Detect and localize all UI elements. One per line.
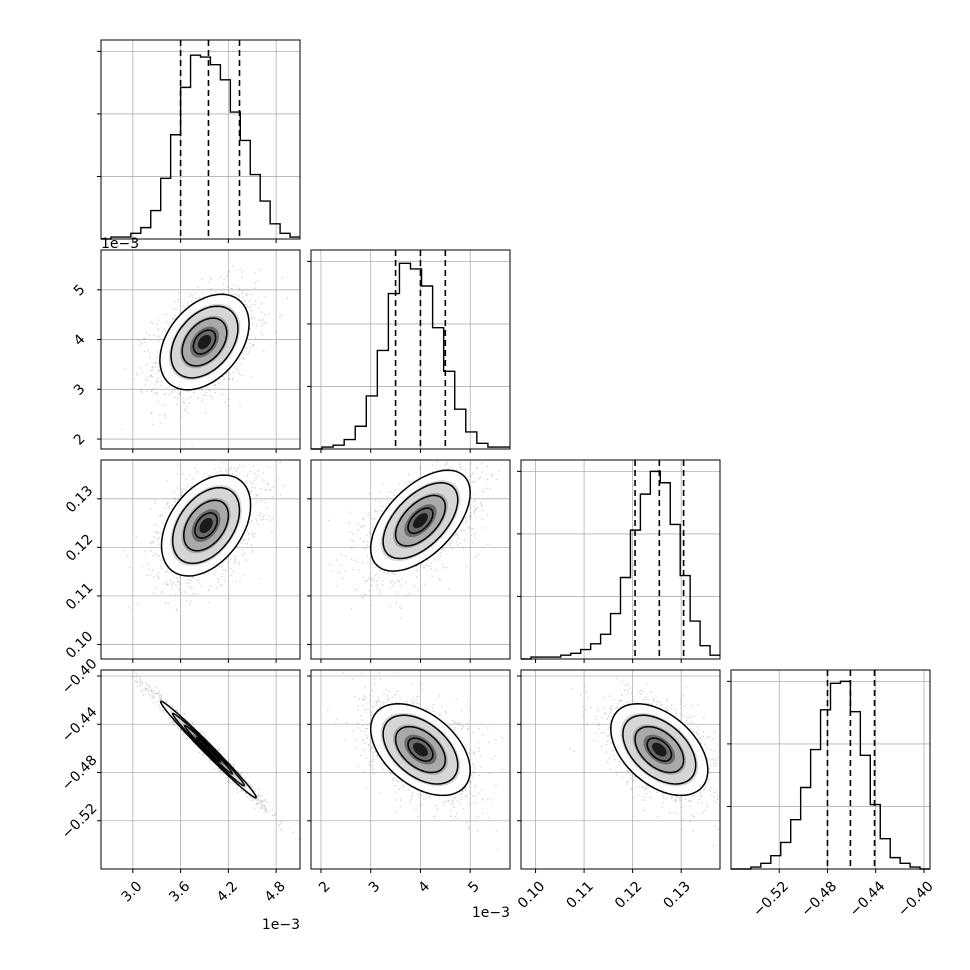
contour-line-1: [622, 714, 697, 785]
x-tick-label: 5: [465, 878, 483, 896]
scatter-panel-0-3: [97, 669, 301, 873]
panel-frame: [310, 669, 511, 870]
contour-line-1: [171, 712, 246, 787]
contour-line-3: [194, 512, 218, 539]
scatter-panel-1-3: [307, 669, 511, 873]
x-tick-label: 2: [316, 878, 334, 896]
y-tick-label: 2: [71, 431, 89, 449]
y-tick-label: 0.13: [63, 483, 96, 516]
offset-label-y-row1: 1e−3: [101, 236, 139, 252]
contour-line-1: [382, 714, 459, 785]
x-tick-label: 3.6: [166, 878, 193, 905]
contour-line-3: [646, 737, 673, 762]
scatter-panel-0-2: [97, 459, 301, 663]
contour-line-0: [610, 703, 709, 797]
x-tick-label: −0.44: [847, 878, 889, 920]
contour-line-3: [192, 329, 217, 355]
offset-label-x-col1: 1e−3: [472, 905, 510, 921]
contour-line-3: [407, 737, 434, 762]
panel-frame: [100, 669, 301, 870]
y-tick-label: 5: [71, 282, 89, 300]
panel-frame: [310, 459, 511, 660]
density-fill-core: [413, 742, 428, 757]
scatter-panel-2-3: [517, 669, 721, 873]
x-tick-label: 3.0: [119, 878, 146, 905]
contour-line-2: [183, 499, 230, 552]
panel-frame: [100, 249, 301, 450]
contour-line-1: [382, 482, 459, 560]
contour-line-0: [159, 293, 250, 391]
density-fill-core: [201, 742, 216, 757]
x-tick-label: 4: [416, 878, 434, 896]
y-tick-label: 4: [71, 331, 89, 349]
density-fill-core: [652, 742, 667, 757]
scatter-panel-0-1: [97, 249, 301, 453]
x-tick-label: 0.10: [515, 878, 548, 911]
panel-frame: [310, 249, 511, 450]
panel-frame: [100, 39, 301, 240]
y-tick-label: 3: [71, 381, 89, 399]
hist-panel-0: [97, 39, 301, 243]
density-fill-core: [197, 334, 212, 350]
contour-line-1: [170, 305, 239, 379]
hist-panel-3: [727, 669, 931, 873]
y-tick-label: −0.48: [59, 752, 101, 794]
contour-line-2: [394, 494, 447, 547]
panel-frame: [730, 669, 931, 870]
density-fill-core: [199, 518, 213, 534]
y-tick-label: −0.52: [59, 801, 101, 843]
histogram-1: [311, 262, 510, 450]
contour-line-1: [171, 486, 241, 565]
x-tick-label: −0.48: [799, 878, 841, 920]
hist-panel-1: [307, 249, 511, 453]
y-tick-label: −0.44: [59, 704, 101, 746]
scatter-panel-1-2: [307, 459, 511, 663]
y-tick-label: 0.12: [63, 531, 96, 564]
contour-line-2: [394, 725, 447, 774]
x-tick-label: 4.2: [214, 878, 241, 905]
histogram-3: [731, 680, 930, 870]
x-tick-label: −0.40: [895, 878, 937, 920]
x-tick-label: 4.8: [262, 878, 289, 905]
x-tick-label: 3: [366, 878, 384, 896]
y-tick-label: 0.10: [63, 628, 96, 661]
y-tick-label: −0.40: [59, 656, 101, 698]
x-tick-label: 0.13: [661, 878, 694, 911]
contour-line-3: [407, 507, 434, 535]
contour-line-2: [181, 317, 228, 367]
panel-frame: [100, 459, 301, 660]
density-fill-core: [413, 513, 428, 529]
x-tick-label: 0.12: [612, 878, 645, 911]
histogram-2: [521, 470, 720, 660]
contour-line-2: [634, 725, 685, 774]
contour-line-3: [195, 736, 222, 763]
offset-label-x-col0: 1e−3: [262, 917, 300, 933]
y-tick-label: 0.11: [63, 580, 96, 613]
contour-line-0: [369, 469, 471, 572]
hist-panel-2: [517, 459, 721, 663]
histogram-0: [101, 54, 300, 240]
contour-line-0: [159, 700, 257, 799]
contour-line-0: [369, 703, 471, 797]
contour-line-2: [183, 724, 234, 775]
contour-line-0: [160, 474, 252, 577]
panel-frame: [520, 669, 721, 870]
x-tick-label: −0.52: [750, 878, 792, 920]
panel-frame: [520, 459, 721, 660]
x-tick-label: 0.11: [563, 878, 596, 911]
